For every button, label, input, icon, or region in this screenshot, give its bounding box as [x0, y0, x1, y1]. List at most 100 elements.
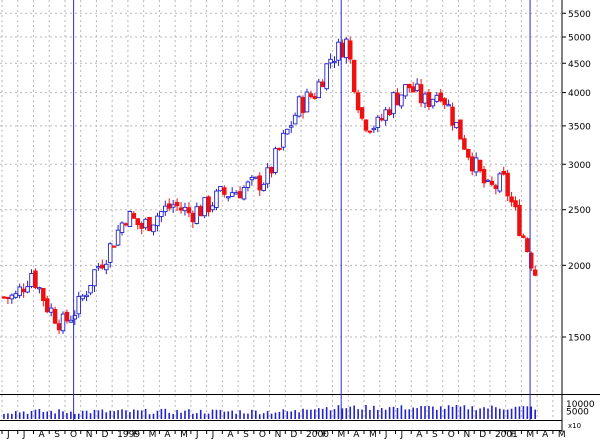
candle-down	[312, 96, 318, 99]
candle-up	[182, 206, 188, 212]
volume-bar	[223, 411, 226, 419]
candle-up	[241, 186, 247, 200]
volume-bar	[302, 408, 304, 419]
x-tick-label: F	[511, 430, 516, 440]
x-tick-label: J	[22, 430, 26, 440]
candle-up	[163, 205, 168, 213]
candle-down	[469, 156, 475, 172]
volume-bar	[34, 409, 37, 419]
volume-bar	[93, 409, 96, 419]
candle-up	[446, 104, 451, 107]
volume-bar	[420, 405, 422, 419]
volume-bar	[133, 409, 135, 419]
candle-down	[178, 207, 184, 211]
volume-bar	[73, 413, 76, 419]
candle-up	[127, 210, 133, 227]
volume-bar	[274, 412, 277, 419]
candle-down	[135, 218, 141, 226]
x-tick-label: D	[479, 430, 486, 440]
candle-down	[190, 212, 196, 223]
volume-bar	[105, 412, 108, 419]
candle-up	[391, 92, 396, 115]
volume-bar	[380, 408, 383, 419]
x-tick-label: A	[164, 430, 171, 440]
volume-bar	[424, 406, 426, 419]
volume-bar	[180, 412, 182, 419]
candle-up	[48, 307, 54, 313]
x-tick-label: O	[70, 430, 77, 440]
volume-bar	[282, 409, 285, 419]
candle-down	[438, 92, 444, 102]
candle-up	[60, 313, 66, 332]
candle-up	[285, 128, 290, 135]
volume-bar	[404, 409, 407, 419]
volume-bar	[184, 410, 186, 419]
x-tick-label: A	[38, 430, 45, 440]
candle-up	[226, 196, 231, 199]
volume-bar	[467, 409, 470, 419]
volume-bar	[495, 407, 497, 419]
volume-bar	[329, 410, 332, 419]
volume-bar	[270, 413, 273, 419]
candle-down	[407, 83, 412, 89]
volume-bar	[97, 410, 100, 419]
volume-bar	[400, 405, 403, 419]
x-tick-label: N	[463, 430, 470, 440]
volume-bar	[58, 409, 60, 419]
candle-down	[351, 59, 357, 93]
volume-bar	[365, 405, 367, 419]
volume-bar	[483, 407, 485, 419]
candle-down	[367, 130, 373, 133]
candle-up	[422, 93, 428, 104]
candle-down	[359, 107, 365, 119]
x-tick-label: S	[432, 430, 438, 440]
volume-bar	[388, 407, 391, 419]
candle-up	[84, 294, 89, 298]
candle-up	[76, 295, 81, 315]
volume-bar	[168, 412, 171, 419]
candle-up	[210, 205, 215, 211]
volume-bar	[11, 413, 13, 419]
volume-bar	[428, 405, 430, 419]
volume-multiplier-label: x10	[568, 422, 581, 430]
volume-bar	[447, 405, 450, 419]
y-tick-label: 4000	[568, 89, 591, 99]
volume-bar	[373, 405, 375, 419]
volume-bar	[357, 409, 359, 419]
volume-bar	[376, 409, 379, 419]
candle-up	[68, 319, 74, 323]
volume-bar	[345, 408, 348, 419]
candle-down	[418, 84, 424, 104]
volume-bar	[349, 406, 352, 419]
candle-down	[56, 323, 62, 331]
x-tick-label: M	[558, 430, 566, 440]
x-tick-label: M	[526, 430, 534, 440]
volume-bar	[475, 410, 477, 419]
candle-up	[29, 272, 34, 287]
x-tick-label: N	[275, 430, 282, 440]
volume-bar	[251, 409, 253, 419]
candle-up	[273, 148, 278, 173]
x-tick-label: J	[211, 430, 215, 440]
candle-down	[139, 222, 144, 229]
volume-bar	[243, 413, 245, 419]
volume-bar	[176, 409, 178, 419]
volume-bar	[491, 405, 493, 419]
candle-up	[371, 127, 377, 131]
volume-bar	[66, 412, 68, 419]
volume-bar	[369, 409, 371, 419]
candle-up	[96, 266, 101, 269]
volume-bar	[534, 409, 536, 419]
volume-bar	[121, 409, 123, 419]
volume-bar	[18, 412, 21, 419]
candle-down	[100, 264, 105, 269]
candle-down	[320, 81, 325, 88]
y-tick-label: 2500	[568, 206, 591, 216]
candle-down	[481, 169, 487, 184]
y-tick-label: 5500	[568, 10, 591, 20]
volume-bar	[286, 411, 289, 419]
volume-bar	[526, 406, 529, 419]
candle-up	[115, 229, 121, 246]
candle-down	[52, 309, 58, 324]
